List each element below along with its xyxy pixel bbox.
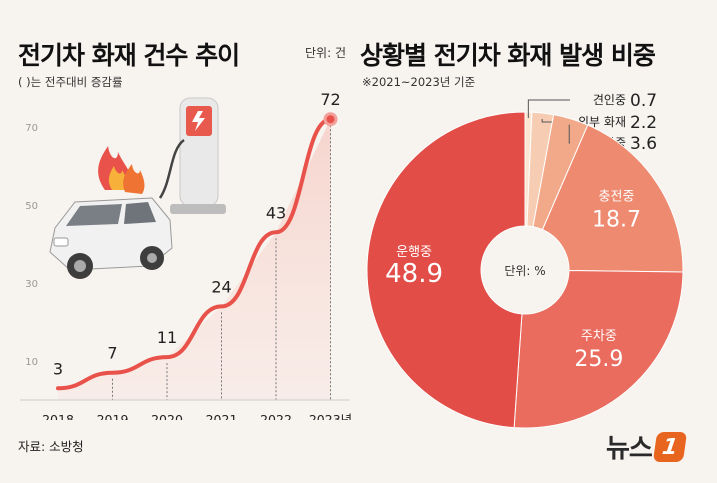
charger-icon (158, 97, 226, 214)
data-label: 43 (266, 203, 286, 222)
slice-label: 충전중 (599, 190, 635, 205)
slice-value: 0.7 (630, 91, 657, 111)
line-area-fill (58, 119, 331, 400)
source-note: 자료: 소방청 (18, 439, 84, 454)
slice-value: 25.9 (574, 347, 623, 372)
slice-label: 주차중 (581, 329, 617, 344)
donut-slice (513, 270, 684, 429)
data-label: 3 (53, 359, 63, 378)
line-chart-subtitle: ( )는 전주대비 증감률 (18, 75, 123, 89)
data-label: 11 (157, 328, 177, 347)
line-end-marker (326, 115, 335, 124)
data-label: 24 (211, 277, 231, 296)
slice-value: 18.7 (592, 208, 641, 233)
y-tick-label: 10 (25, 357, 38, 368)
callout-line (568, 124, 570, 144)
line-series (56, 117, 333, 391)
pie-chart-title: 상황별 전기차 화재 발생 비중 (360, 41, 656, 70)
logo-text: 뉴스 (606, 434, 653, 464)
data-label: 72 (320, 90, 340, 109)
line-chart: 10 30 50 70 2018 2019 2020 2021 2022 2023년 3 7 11 24 4… (20, 90, 352, 420)
car-icon (49, 197, 173, 279)
callout-line (527, 99, 570, 119)
x-tick-label: 2021 (206, 412, 238, 420)
x-tick-label: 2022 (260, 412, 292, 420)
x-tick-label: 2019 (97, 412, 129, 420)
slice-label: 운행중 (396, 244, 432, 260)
donut-center-label: 단위: % (504, 264, 545, 278)
slice-value: 2.2 (630, 113, 657, 133)
line-chart-unit: 단위: 건 (305, 46, 346, 60)
pie-chart-subtitle: ※2021~2023년 기준 (362, 75, 476, 89)
slice-label: 견인중 (593, 93, 626, 107)
y-tick-label: 70 (25, 123, 38, 134)
x-tick-label: 2020 (151, 412, 183, 420)
data-label: 7 (107, 344, 117, 363)
donut-slice (541, 124, 684, 273)
x-tick-label: 2018 (42, 412, 74, 420)
ev-fire-illustration (49, 97, 226, 279)
slice-value: 3.6 (630, 134, 657, 154)
logo-badge: 1 (652, 431, 687, 462)
donut-slice (366, 111, 526, 429)
news1-logo: 뉴스 1 (606, 428, 687, 465)
line-chart-title: 전기차 화재 건수 추이 (18, 41, 240, 70)
x-tick-label: 2023년 (309, 412, 352, 420)
y-tick-label: 50 (25, 201, 38, 212)
fire-icon (98, 146, 145, 194)
y-tick-label: 30 (25, 279, 38, 290)
slice-value: 48.9 (385, 259, 443, 289)
